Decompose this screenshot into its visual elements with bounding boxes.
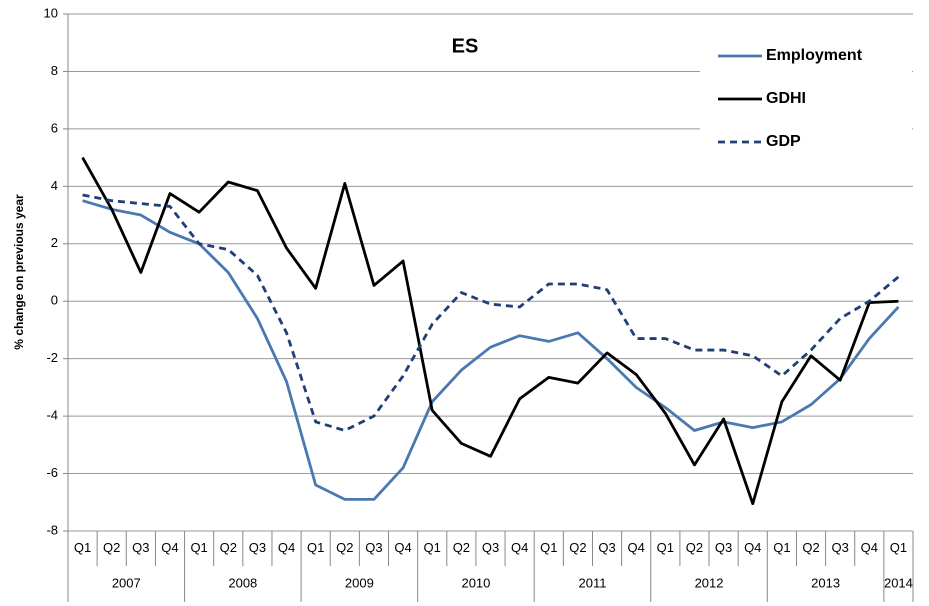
y-tick-label: -4 xyxy=(46,408,58,423)
data-line xyxy=(82,199,900,501)
y-axis-label: % change on previous year xyxy=(12,194,26,350)
x-tick-label: Q2 xyxy=(686,540,703,555)
y-tick-label: 0 xyxy=(51,293,58,308)
year-label: 2010 xyxy=(461,575,490,590)
y-tick-label: 2 xyxy=(51,235,58,250)
x-tick-label: Q4 xyxy=(278,540,295,555)
x-tick-label: Q3 xyxy=(365,540,382,555)
year-label: 2009 xyxy=(345,575,374,590)
year-label: 2012 xyxy=(695,575,724,590)
x-tick-label: Q4 xyxy=(394,540,411,555)
year-label: 2013 xyxy=(811,575,840,590)
x-tick-label: Q4 xyxy=(861,540,878,555)
x-tick-label: Q3 xyxy=(132,540,149,555)
year-label: 2011 xyxy=(578,575,606,590)
x-tick-label: Q4 xyxy=(511,540,528,555)
x-tick-label: Q4 xyxy=(161,540,178,555)
x-tick-label: Q1 xyxy=(424,540,441,555)
y-tick-label: -8 xyxy=(46,522,58,537)
y-tick-label: -2 xyxy=(46,350,58,365)
x-tick-label: Q1 xyxy=(540,540,557,555)
x-tick-label: Q2 xyxy=(569,540,586,555)
x-tick-label: Q2 xyxy=(336,540,353,555)
y-tick-label: 10 xyxy=(44,5,58,20)
x-tick-label: Q2 xyxy=(802,540,819,555)
legend-label: Employment xyxy=(766,47,863,64)
x-tick-label: Q2 xyxy=(220,540,237,555)
x-tick-label: Q2 xyxy=(103,540,120,555)
x-tick-label: Q3 xyxy=(598,540,615,555)
x-tick-label: Q4 xyxy=(744,540,761,555)
x-tick-label: Q3 xyxy=(249,540,266,555)
x-tick-label: Q1 xyxy=(773,540,790,555)
x-tick-label: Q3 xyxy=(831,540,848,555)
data-line xyxy=(82,193,900,432)
y-tick-label: -6 xyxy=(46,465,58,480)
legend-label: GDHI xyxy=(766,90,806,107)
x-tick-label: Q1 xyxy=(307,540,324,555)
x-tick-label: Q2 xyxy=(453,540,470,555)
data-line xyxy=(81,156,899,506)
legend-label: GDP xyxy=(766,133,801,150)
y-tick-label: 6 xyxy=(51,120,58,135)
x-tick-label: Q3 xyxy=(715,540,732,555)
x-tick-label: Q1 xyxy=(74,540,91,555)
chart-title: ES xyxy=(452,35,479,57)
year-label: 2008 xyxy=(228,575,257,590)
y-tick-label: 4 xyxy=(51,178,58,193)
x-tick-label: Q4 xyxy=(628,540,645,555)
x-tick-label: Q1 xyxy=(890,540,907,555)
x-tick-label: Q3 xyxy=(482,540,499,555)
x-tick-label: Q1 xyxy=(190,540,207,555)
year-label: 2007 xyxy=(112,575,141,590)
y-tick-label: 8 xyxy=(51,63,58,78)
x-tick-label: Q1 xyxy=(657,540,674,555)
year-label: 2014 xyxy=(884,575,913,590)
